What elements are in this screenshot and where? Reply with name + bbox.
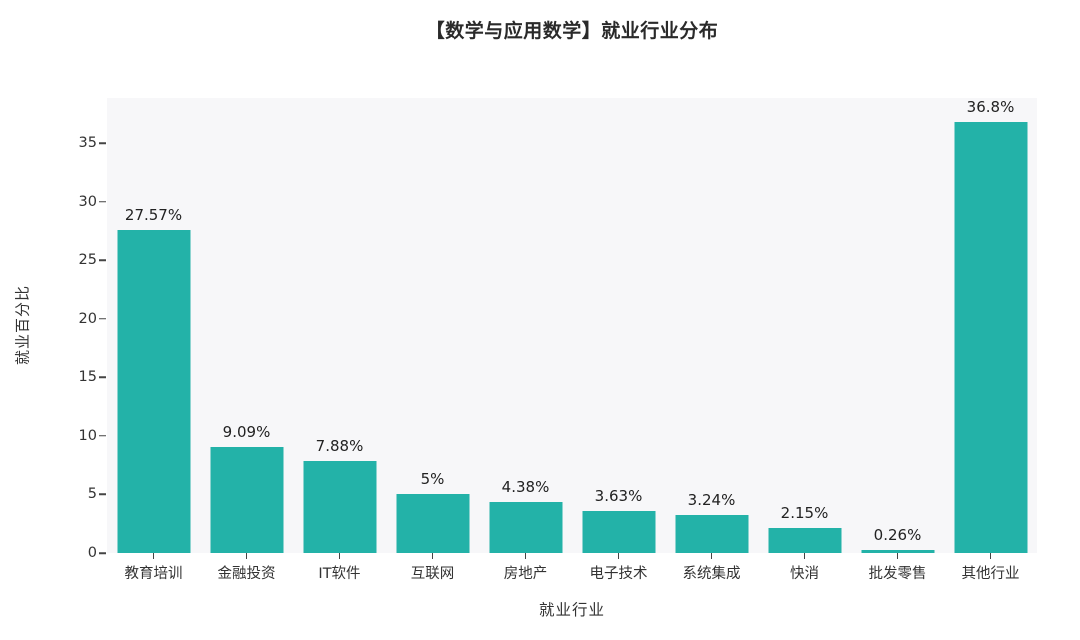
x-tick-mark (524, 553, 527, 559)
y-tick-label: 10 (78, 427, 97, 444)
x-tick-label: 房地产 (503, 566, 548, 582)
bar-value-label: 2.15% (780, 503, 829, 522)
x-tick-mark (245, 553, 248, 559)
bar (768, 527, 841, 553)
bar (396, 494, 469, 553)
x-slot: 批发零售 (851, 553, 944, 583)
x-tick-label: 批发零售 (868, 566, 927, 582)
x-slot: 金融投资 (200, 553, 293, 583)
bar-slot: 0.26% (851, 98, 944, 553)
y-tick-mark (99, 259, 106, 261)
x-tick-label: 电子技术 (589, 566, 648, 582)
y-tick-label: 20 (78, 310, 97, 327)
bar-value-label: 36.8% (966, 98, 1015, 116)
x-slot: 快消 (758, 553, 851, 583)
y-tick-mark (99, 435, 106, 437)
y-tick-mark (99, 552, 106, 554)
x-tick-label: 教育培训 (124, 566, 183, 582)
x-tick-mark (617, 553, 620, 559)
bar (861, 550, 934, 553)
y-tick-label: 25 (78, 251, 97, 268)
x-tick-label: 金融投资 (217, 566, 276, 582)
y-tick-label: 0 (87, 544, 97, 561)
plot-area: 27.57% 9.09% 7.88% 5% 4.38% 3.63% 3.24% 2.15% 0.… (107, 98, 1037, 553)
y-tick-label: 30 (78, 193, 97, 210)
bar-slot: 2.15% (758, 98, 851, 553)
bar-slot: 5% (386, 98, 479, 553)
y-tick-mark (99, 142, 106, 144)
bar-value-label: 0.26% (873, 526, 922, 544)
bar-value-label: 3.24% (687, 491, 736, 510)
bar-value-label: 5% (420, 470, 445, 489)
chart-title: 【数学与应用数学】就业行业分布 (425, 20, 719, 42)
y-tick-label: 5 (87, 486, 97, 503)
bar-slot: 27.57% (107, 98, 200, 553)
bar-slot: 4.38% (479, 98, 572, 553)
bar (117, 230, 190, 553)
bar-value-label: 27.57% (124, 206, 183, 225)
bar-value-label: 7.88% (315, 436, 364, 455)
x-slot: 其他行业 (944, 553, 1037, 583)
y-tick-mark (99, 493, 106, 496)
x-tick-mark (896, 553, 899, 559)
x-tick-mark (338, 553, 341, 559)
x-axis-title: 就业行业 (538, 601, 605, 619)
bar (582, 510, 655, 553)
y-tick-label: 15 (78, 369, 97, 386)
y-axis-title: 就业百分比 (13, 284, 32, 366)
y-tick-mark (99, 318, 106, 320)
bar-slot: 36.8% (944, 98, 1037, 553)
bar (675, 515, 748, 553)
x-tick-label: 其他行业 (961, 566, 1020, 582)
y-tick-label: 35 (78, 134, 97, 151)
y-tick-mark (99, 200, 106, 203)
x-tick-label: 互联网 (410, 566, 455, 582)
bar-slot: 7.88% (293, 98, 386, 553)
bar-value-label: 4.38% (501, 477, 550, 496)
x-slot: 房地产 (479, 553, 572, 583)
bar-slot: 3.63% (572, 98, 665, 553)
bar (954, 122, 1027, 553)
x-tick-mark (152, 553, 155, 559)
bar (489, 501, 562, 553)
y-tick-mark (99, 376, 106, 379)
x-tick-mark (989, 553, 992, 559)
bar-slot: 9.09% (200, 98, 293, 553)
x-slot: 互联网 (386, 553, 479, 583)
x-tick-mark (803, 553, 806, 559)
x-slot: 系统集成 (665, 553, 758, 583)
x-tick-label: 快消 (790, 566, 819, 582)
x-slot: 电子技术 (572, 553, 665, 583)
x-axis: 教育培训 金融投资 IT软件 互联网 房地产 电子技术 系统集成 快消 批发零售 其他行业 (107, 553, 1037, 583)
bar-slot: 3.24% (665, 98, 758, 553)
bar (210, 446, 283, 553)
x-slot: 教育培训 (107, 553, 200, 583)
bar-value-label: 9.09% (222, 422, 271, 441)
x-tick-label: IT软件 (318, 566, 361, 582)
x-tick-mark (710, 553, 713, 559)
x-tick-mark (431, 553, 434, 559)
bar-value-label: 3.63% (594, 486, 643, 505)
x-slot: IT软件 (293, 553, 386, 583)
x-tick-label: 系统集成 (682, 566, 741, 582)
bar (303, 460, 376, 553)
